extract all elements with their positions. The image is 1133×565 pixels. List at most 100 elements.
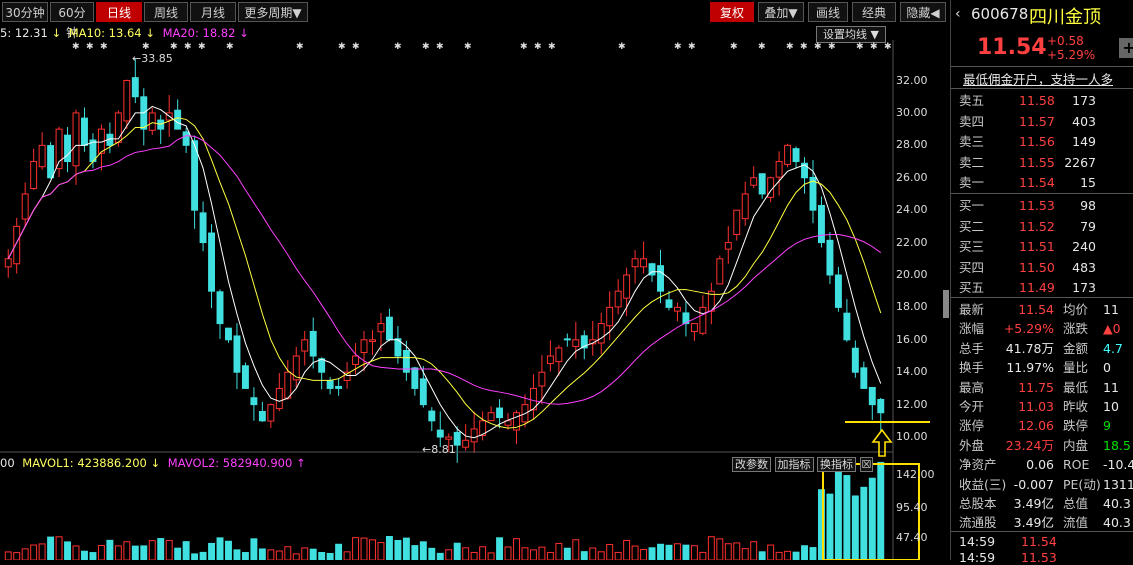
ask-row[interactable]: 卖三 11.56 149 bbox=[951, 132, 1133, 152]
event-marker-icon: ✱ bbox=[828, 42, 836, 52]
add-indicator-button[interactable]: 加指标 bbox=[774, 457, 814, 472]
volume-bar bbox=[580, 551, 588, 560]
candle-body bbox=[284, 371, 292, 399]
tab-daily[interactable]: 日线 bbox=[96, 2, 142, 22]
ask-price: 11.57 bbox=[1019, 113, 1055, 129]
volume-bar bbox=[563, 547, 571, 560]
event-marker-icon: ✱ bbox=[352, 42, 360, 52]
event-marker-icon: ✱ bbox=[86, 42, 94, 52]
quote-label: 今开 bbox=[959, 399, 985, 414]
volume-bar bbox=[182, 541, 190, 560]
candle-body bbox=[174, 109, 182, 130]
candle-body bbox=[191, 140, 199, 211]
quote-label-2: 总值 bbox=[1063, 496, 1089, 511]
price-axis-label: 18.00 bbox=[896, 300, 928, 314]
switch-indicator-button[interactable]: 换指标 bbox=[817, 457, 856, 472]
candle-body bbox=[665, 299, 673, 308]
volume-bar bbox=[157, 538, 165, 560]
candle-body bbox=[657, 265, 664, 292]
close-icon[interactable]: ☒ bbox=[859, 457, 874, 472]
edit-params-button[interactable]: 改参数 bbox=[732, 457, 771, 472]
quote-label: 涨幅 bbox=[959, 321, 985, 337]
ask-row[interactable]: 卖五 11.58 173 bbox=[951, 91, 1133, 111]
volume-bar bbox=[114, 545, 122, 560]
set-ma-button[interactable]: 设置均线 ▼ bbox=[816, 26, 886, 43]
tab-weekly[interactable]: 周线 bbox=[144, 2, 188, 22]
bid-row[interactable]: 买三 11.51 240 bbox=[951, 237, 1133, 257]
classic-button[interactable]: 经典 bbox=[852, 2, 896, 22]
candle-body bbox=[868, 386, 876, 406]
volume-bar bbox=[21, 548, 29, 560]
volume-bar bbox=[690, 545, 698, 560]
candle-body bbox=[182, 131, 190, 146]
candle-body bbox=[55, 128, 63, 170]
volume-bar bbox=[165, 540, 173, 560]
candle-body bbox=[267, 404, 275, 422]
quote-row: 净资产 0.06 ROE -10.4 bbox=[951, 455, 1133, 475]
price-axis-label: 28.00 bbox=[896, 138, 928, 152]
quote-value-2: 4.7 bbox=[1103, 340, 1123, 356]
bid-label: 买三 bbox=[959, 239, 985, 254]
volume-bar bbox=[369, 539, 376, 560]
draw-line-button[interactable]: 画线 bbox=[808, 2, 848, 22]
volume-bar bbox=[360, 537, 368, 560]
ask-row[interactable]: 卖四 11.57 403 bbox=[951, 112, 1133, 132]
quote-value-2: -10.4 bbox=[1103, 457, 1133, 473]
tab-monthly[interactable]: 月线 bbox=[190, 2, 236, 22]
volume-bar bbox=[504, 546, 512, 560]
candle-body bbox=[690, 323, 698, 333]
restore-rights-button[interactable]: 复权 bbox=[710, 2, 754, 22]
bid-row[interactable]: 买二 11.52 79 bbox=[951, 217, 1133, 237]
bid-volume: 240 bbox=[1072, 239, 1096, 254]
ask-volume: 403 bbox=[1072, 113, 1096, 129]
tab-30min[interactable]: 30分钟 bbox=[2, 2, 48, 22]
tab-more-periods[interactable]: 更多周期▼ bbox=[238, 2, 308, 22]
quote-label: 收益(三) bbox=[959, 476, 1007, 492]
quote-label-2: 最低 bbox=[1063, 379, 1089, 395]
bid-row[interactable]: 买四 11.50 483 bbox=[951, 258, 1133, 278]
volume-bar bbox=[538, 546, 546, 560]
chart-scroll-handle[interactable] bbox=[943, 290, 949, 318]
event-marker-icon: ✱ bbox=[674, 42, 682, 52]
volume-bar bbox=[131, 545, 139, 560]
event-marker-icon: ✱ bbox=[100, 42, 108, 52]
tab-60min[interactable]: 60分钟 bbox=[50, 2, 94, 40]
vol-axis-top: 142.00 bbox=[896, 468, 935, 481]
ask-row[interactable]: 卖一 11.54 15 bbox=[951, 173, 1133, 193]
ask-row[interactable]: 卖二 11.55 2267 bbox=[951, 153, 1133, 173]
ad-link[interactable]: 最低佣金开户，支持一人多 bbox=[963, 72, 1114, 87]
hide-button[interactable]: 隐藏◀ bbox=[900, 2, 946, 22]
chevron-left-icon[interactable]: ‹ bbox=[955, 6, 961, 22]
price-axis-label: 22.00 bbox=[896, 235, 928, 249]
price-axis-label: 20.00 bbox=[896, 267, 928, 281]
quote-value: 12.06 bbox=[1018, 418, 1054, 434]
volume-bar bbox=[258, 548, 266, 560]
quote-row: 今开 11.03 昨收 10 bbox=[951, 397, 1133, 417]
ask-price: 11.56 bbox=[1019, 134, 1055, 149]
volume-bar bbox=[470, 551, 478, 560]
volume-bar bbox=[318, 552, 326, 560]
volume-bar bbox=[767, 544, 775, 560]
volume-bar bbox=[309, 548, 317, 560]
quote-label: 净资产 bbox=[959, 457, 997, 473]
bid-row[interactable]: 买一 11.53 98 bbox=[951, 196, 1133, 216]
candle-body bbox=[258, 411, 266, 422]
candle-body bbox=[699, 306, 707, 334]
overlay-button[interactable]: 叠加▼ bbox=[758, 2, 804, 22]
add-icon[interactable]: + bbox=[1119, 38, 1133, 58]
volume-bar bbox=[496, 537, 504, 560]
bid-price: 11.49 bbox=[1019, 280, 1055, 295]
bid-label: 买一 bbox=[959, 198, 985, 213]
candle-body bbox=[801, 162, 808, 179]
volume-bar bbox=[741, 548, 749, 560]
ma5-line bbox=[7, 105, 882, 439]
volume-bar bbox=[140, 545, 148, 560]
quote-value: 3.49亿 bbox=[1013, 515, 1054, 531]
volume-toolbar: 改参数 加指标 换指标 ☒ bbox=[732, 456, 874, 472]
volume-bar bbox=[385, 535, 393, 560]
stock-code: 600678 bbox=[971, 5, 1029, 23]
volume-bar bbox=[428, 547, 436, 560]
bid-row[interactable]: 买五 11.49 173 bbox=[951, 278, 1133, 298]
tick-price-2: 11.53 bbox=[1021, 550, 1057, 565]
candle-body bbox=[453, 431, 461, 446]
